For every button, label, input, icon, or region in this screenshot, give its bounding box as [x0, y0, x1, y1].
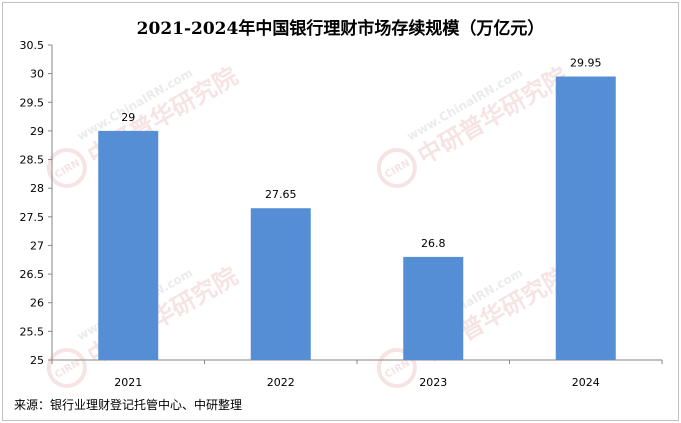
watermark-badge: CIRN [53, 358, 82, 381]
watermark-badge: CIRN [53, 158, 82, 181]
y-tick-label: 28 [30, 182, 44, 195]
y-tick-label: 29 [30, 125, 44, 138]
x-tick-label: 2024 [572, 376, 600, 389]
y-tick-label: 25.5 [20, 325, 45, 338]
y-tick-label: 30.5 [20, 39, 45, 52]
data-label: 29 [121, 111, 135, 124]
chart-title: 2021-2024年中国银行理财市场存续规模（万亿元） [136, 19, 545, 39]
y-tick-label: 27.5 [20, 211, 45, 224]
x-tick-label: 2023 [419, 376, 447, 389]
x-tick-label: 2022 [267, 376, 295, 389]
y-tick-label: 28.5 [20, 154, 45, 167]
watermark-badge: CIRN [383, 358, 412, 381]
watermark-badge: CIRN [383, 158, 412, 181]
y-tick-label: 25 [30, 354, 44, 367]
source-note: 来源：银行业理财登记托管中心、中研整理 [14, 398, 243, 412]
watermark-badge-icon [46, 147, 87, 188]
bar [250, 208, 311, 360]
data-label: 27.65 [265, 188, 297, 201]
y-tick-label: 29.5 [20, 96, 45, 109]
watermark-badge-icon [376, 147, 417, 188]
watermark-badge-icon [46, 347, 87, 388]
data-label: 26.8 [421, 237, 446, 250]
bar [98, 130, 159, 360]
data-label: 29.95 [570, 57, 602, 70]
y-tick-label: 30 [30, 68, 44, 81]
y-tick-label: 27 [30, 239, 44, 252]
y-tick-label: 26 [30, 297, 44, 310]
bar [555, 76, 616, 360]
bar [403, 256, 464, 360]
x-tick-label: 2021 [114, 376, 142, 389]
y-tick-label: 26.5 [20, 268, 45, 281]
